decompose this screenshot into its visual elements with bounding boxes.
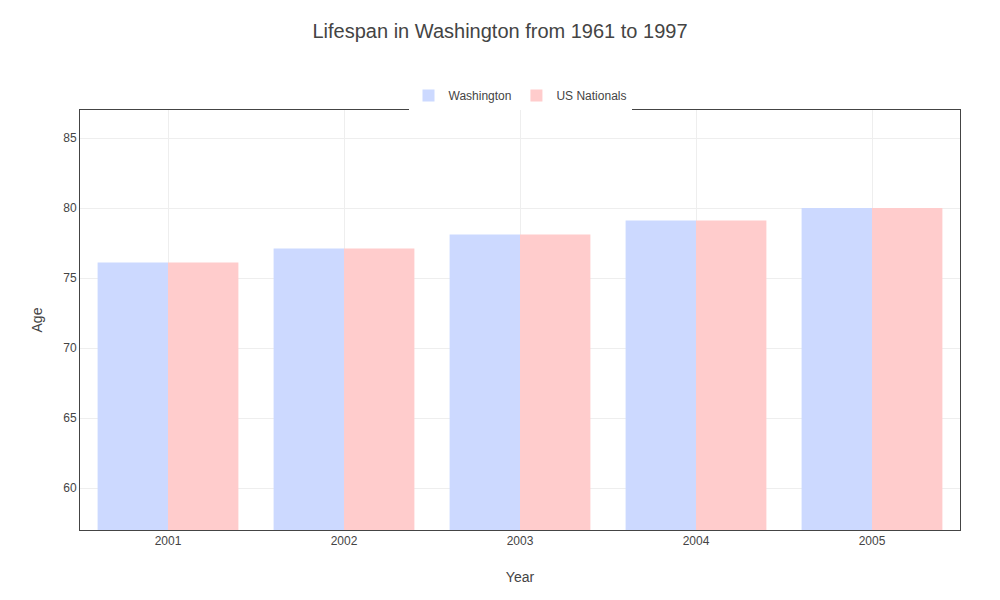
svg-text:60: 60 xyxy=(63,481,77,495)
svg-text:2002: 2002 xyxy=(331,534,358,548)
svg-text:2004: 2004 xyxy=(683,534,710,548)
svg-text:US Nationals: US Nationals xyxy=(556,89,626,103)
svg-text:Lifespan in Washington from 19: Lifespan in Washington from 1961 to 1997 xyxy=(312,20,687,42)
svg-text:Age: Age xyxy=(29,307,45,332)
svg-text:Year: Year xyxy=(506,569,535,585)
svg-text:65: 65 xyxy=(63,411,77,425)
svg-text:75: 75 xyxy=(63,271,77,285)
svg-text:Washington: Washington xyxy=(449,89,512,103)
svg-text:85: 85 xyxy=(63,131,77,145)
svg-text:2001: 2001 xyxy=(155,534,182,548)
svg-text:2003: 2003 xyxy=(507,534,534,548)
svg-text:80: 80 xyxy=(63,201,77,215)
svg-text:70: 70 xyxy=(63,341,77,355)
svg-text:2005: 2005 xyxy=(859,534,886,548)
